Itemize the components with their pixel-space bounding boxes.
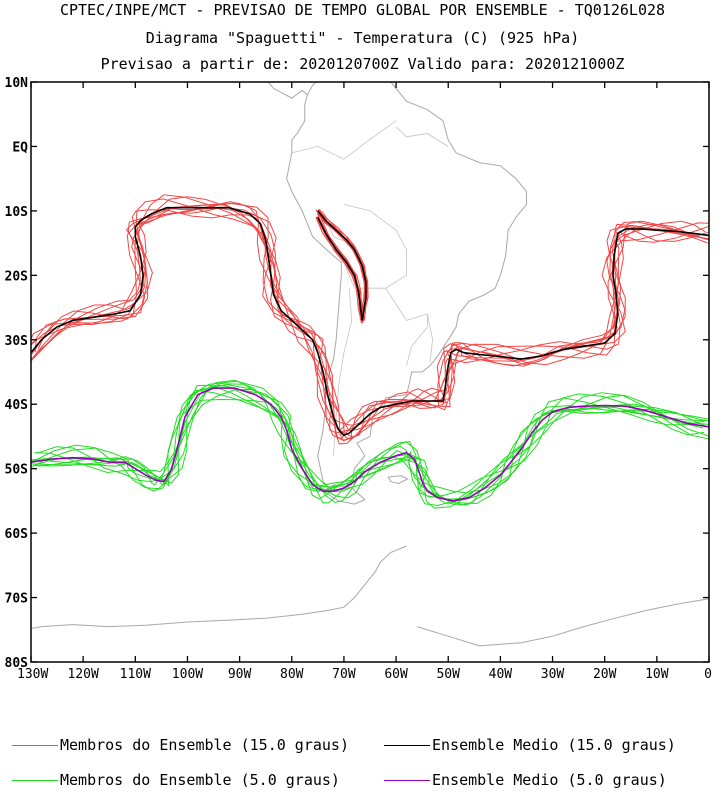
x-tick-label-11: 20W bbox=[593, 667, 617, 682]
member-5-line-5 bbox=[31, 384, 709, 509]
falkland-coastline bbox=[387, 475, 409, 485]
x-tick-label-6: 70W bbox=[332, 667, 356, 682]
mean-15-line-1 bbox=[317, 210, 367, 321]
x-tick-label-3: 100W bbox=[172, 667, 203, 682]
member-5-line-8 bbox=[31, 389, 709, 507]
weddell-coastline bbox=[416, 598, 709, 647]
country-border bbox=[322, 210, 350, 244]
south-america-coastline bbox=[286, 82, 527, 492]
legend-label-mean-5: Ensemble Medio (5.0 graus) bbox=[432, 771, 667, 789]
member-5-line-9 bbox=[31, 387, 709, 501]
legend-label-members-5: Membros do Ensemble (5.0 graus) bbox=[60, 771, 340, 789]
chart-title: Diagrama "Spaguetti" - Temperatura (C) (… bbox=[145, 29, 580, 47]
x-tick-label-4: 90W bbox=[228, 667, 252, 682]
country-border bbox=[395, 126, 449, 147]
x-tick-label-12: 10W bbox=[645, 667, 669, 682]
member-5-line-0 bbox=[33, 379, 707, 506]
country-border bbox=[291, 120, 397, 160]
member-5-line-6 bbox=[34, 384, 704, 505]
x-tick-label-7: 60W bbox=[384, 667, 408, 682]
y-tick-label-4: 30S bbox=[5, 334, 29, 349]
ensemble-means bbox=[31, 206, 709, 502]
y-tick-label-1: EQ bbox=[12, 140, 28, 155]
member-15-line-8 bbox=[31, 194, 709, 432]
x-tick-label-2: 110W bbox=[120, 667, 151, 682]
legend-mean-15: Ensemble Medio (15.0 graus) bbox=[384, 736, 676, 754]
x-tick-label-0: 130W bbox=[17, 667, 48, 682]
legend-members-15: Membros do Ensemble (15.0 graus) bbox=[12, 736, 349, 754]
country-border bbox=[385, 287, 428, 366]
country-border bbox=[427, 313, 434, 363]
member-15-line-7 bbox=[31, 198, 709, 442]
legend-mean-5: Ensemble Medio (5.0 graus) bbox=[384, 771, 667, 789]
y-tick-label-5: 40S bbox=[5, 398, 29, 413]
x-tick-label-1: 120W bbox=[67, 667, 98, 682]
chart-header-line1: CPTEC/INPE/MCT - PREVISAO DE TEMPO GLOBA… bbox=[59, 1, 666, 19]
legend-label-mean-15: Ensemble Medio (15.0 graus) bbox=[432, 736, 676, 754]
mean-15-line-0 bbox=[31, 206, 709, 437]
member-5-line-3 bbox=[37, 383, 705, 506]
coastline-map bbox=[31, 82, 709, 647]
y-tick-label-8: 70S bbox=[5, 592, 29, 607]
x-tick-label-5: 80W bbox=[280, 667, 304, 682]
mean-5-line-2 bbox=[31, 387, 709, 502]
y-tick-label-7: 60S bbox=[5, 527, 29, 542]
y-tick-label-6: 50S bbox=[5, 463, 29, 478]
legend-swatch-members-15 bbox=[12, 745, 58, 746]
member-5-line-1 bbox=[31, 383, 709, 501]
x-tick-label-8: 50W bbox=[436, 667, 460, 682]
y-tick-label-0: 10N bbox=[5, 76, 29, 91]
country-border bbox=[343, 204, 407, 276]
member-15-line-0 bbox=[31, 201, 708, 440]
central-america-coastline bbox=[135, 82, 308, 99]
tierra-del-fuego-coastline bbox=[322, 484, 366, 505]
legend-swatch-mean-15 bbox=[384, 745, 430, 746]
member-5-line-7 bbox=[36, 393, 705, 504]
y-tick-label-3: 20S bbox=[5, 269, 29, 284]
legend-swatch-mean-5 bbox=[384, 780, 430, 781]
chart-forecast-dates: Previsao a partir de: 2020120700Z Valido… bbox=[100, 55, 625, 73]
x-tick-label-9: 40W bbox=[489, 667, 513, 682]
antarctica-coastline bbox=[31, 545, 407, 629]
legend-members-5: Membros do Ensemble (5.0 graus) bbox=[12, 771, 340, 789]
member-15-line-6 bbox=[37, 203, 700, 434]
y-tick-label-9: 80S bbox=[5, 656, 29, 671]
y-tick-label-2: 10S bbox=[5, 205, 29, 220]
x-tick-label-13: 0 bbox=[704, 667, 712, 682]
legend-label-members-15: Membros do Ensemble (15.0 graus) bbox=[60, 736, 349, 754]
ensemble-members bbox=[31, 194, 709, 509]
plot-frame bbox=[30, 81, 710, 663]
legend-swatch-members-5 bbox=[12, 780, 58, 781]
x-tick-label-10: 30W bbox=[541, 667, 565, 682]
